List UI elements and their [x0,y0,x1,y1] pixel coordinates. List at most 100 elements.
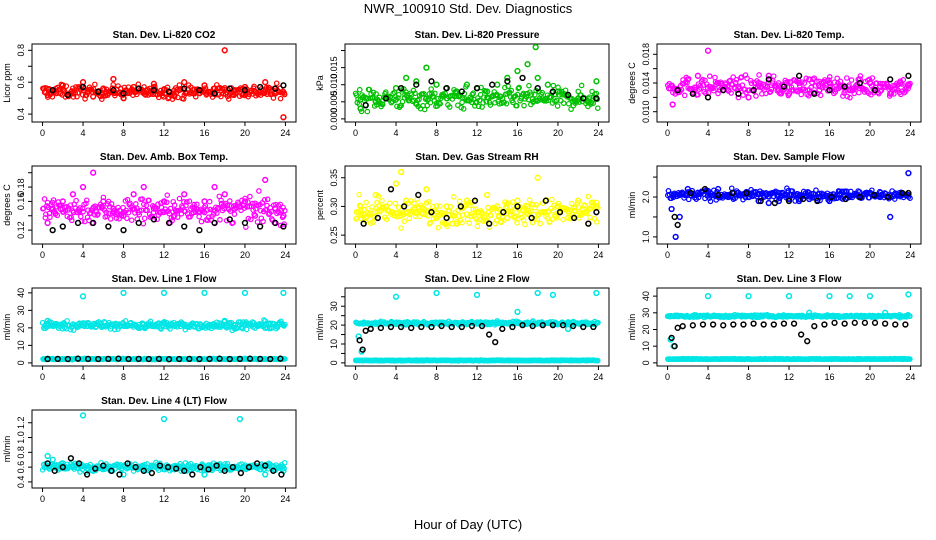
y-axis-label: ml/min [315,314,325,341]
data-point [861,319,869,326]
data-point [59,198,66,205]
data-point [229,327,235,334]
data-point [856,79,863,87]
data-point [217,216,223,223]
x-axis-title: Hour of Day (UTC) [413,517,523,532]
data-point [770,73,777,79]
data-point [95,211,101,217]
data-point [593,95,600,102]
x-tick-label: 0 [40,494,45,504]
data-point [181,85,188,92]
y-axis-label: degrees C [2,184,12,226]
data-point [575,204,582,211]
data-point [398,225,404,231]
x-tick-label: 4 [394,250,399,260]
series-2 [44,455,285,478]
data-point [795,79,803,87]
data-point [513,102,520,109]
data-point [201,471,208,478]
x-tick-label: 0 [353,372,358,382]
data-point [510,99,516,106]
data-point [553,215,560,221]
data-point [95,88,102,95]
data-point [196,355,203,363]
data-point [280,289,287,297]
data-point [353,209,360,215]
data-point [231,205,238,212]
data-point [44,317,51,325]
chart-panel-8: Stan. Dev. Line 2 Flow ml/min 0 4 8 12 16 20 24 0… [315,274,610,382]
data-point [110,87,117,94]
data-point [236,415,244,423]
data-point [361,206,368,213]
data-point [110,81,117,88]
data-point [905,291,912,298]
series-1 [664,47,913,108]
data-point [135,219,142,227]
data-point [472,206,479,212]
data-point [789,86,796,93]
data-point [694,189,702,197]
data-point [59,82,66,89]
data-point [575,197,582,204]
data-point [463,211,470,217]
data-point [144,207,150,214]
data-point [899,189,906,197]
x-tick-label: 16 [824,372,834,382]
x-tick-label: 12 [784,128,794,138]
series-3 [356,321,597,353]
data-point [907,195,913,201]
data-point [107,216,114,222]
data-point [245,463,253,471]
data-point [397,323,405,331]
data-point [106,210,112,217]
x-tick-label: 16 [199,250,209,260]
data-point [146,197,152,204]
data-point [433,203,440,209]
data-point [433,289,440,297]
data-point [542,197,549,204]
data-point [821,321,828,328]
plot-title: Stan. Dev. Li-820 Temp. [734,30,845,41]
data-point [44,452,51,460]
x-tick-label: 4 [81,250,86,260]
data-point [593,203,600,210]
data-point [526,197,533,203]
data-point [79,293,87,300]
y-tick-label: 0.010 [641,100,651,123]
chart-panel-9: Stan. Dev. Line 3 Flow ml/min 0 4 8 12 16 20 24 0… [627,274,922,382]
data-point [133,91,140,98]
data-point [428,78,435,85]
data-point [189,471,196,478]
data-point [887,90,894,97]
data-point [90,219,97,227]
data-point [544,81,551,88]
chart-panel-7: Stan. Dev. Line 1 Flow ml/min 0 4 8 12 16 20 24 0… [2,274,297,382]
data-point [866,76,873,83]
data-point [803,75,810,82]
figure-title: NWR_100910 Std. Dev. Diagnostics [363,1,573,16]
data-point [54,355,61,363]
data-point [277,355,284,362]
data-point [176,195,183,202]
y-tick-label: 0.30 [329,198,339,216]
data-point [367,325,374,333]
data-point [204,207,211,213]
data-point [170,212,178,219]
data-point [356,191,362,198]
data-point [204,217,211,224]
data-point [470,90,477,97]
data-point [267,355,274,363]
data-point [416,96,422,103]
data-point [710,85,716,92]
data-point [437,100,443,107]
data-point [564,214,572,222]
x-tick-label: 24 [905,372,915,382]
data-point [457,203,464,210]
data-point [400,203,408,210]
data-point [73,197,79,204]
series-1 [40,169,288,230]
data-point [816,87,823,94]
data-point [549,88,557,95]
data-point [84,355,92,363]
